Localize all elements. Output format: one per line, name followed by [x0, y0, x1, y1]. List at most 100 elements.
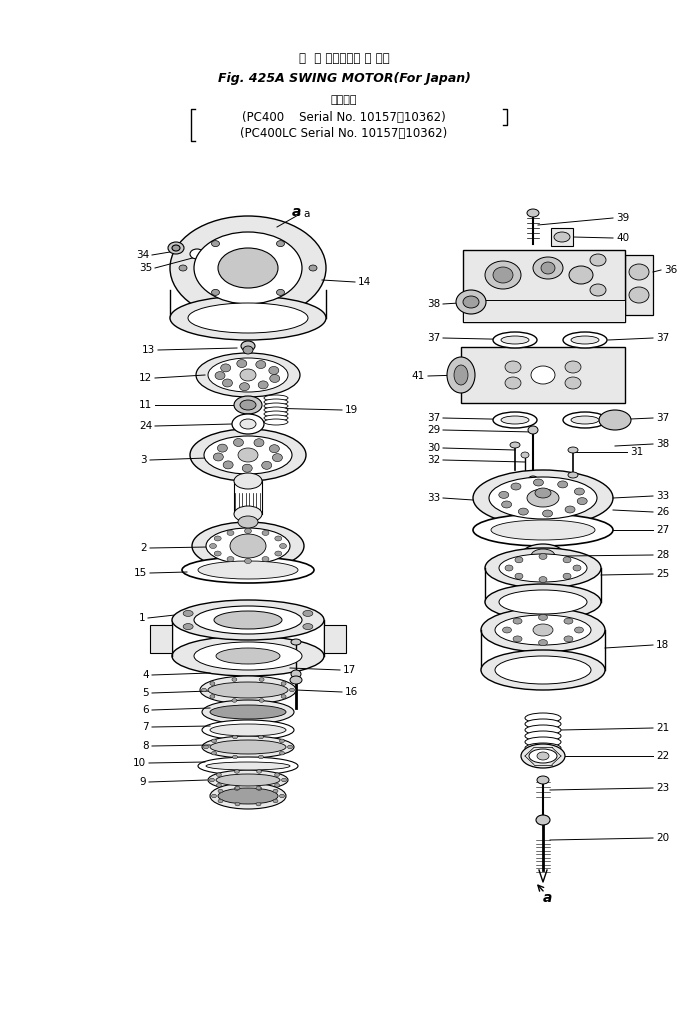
- Ellipse shape: [275, 551, 282, 556]
- Ellipse shape: [262, 556, 269, 561]
- Ellipse shape: [210, 783, 286, 809]
- Bar: [324, 625, 346, 653]
- Ellipse shape: [447, 357, 475, 393]
- Bar: [463, 300, 625, 322]
- Ellipse shape: [198, 561, 298, 579]
- Ellipse shape: [264, 411, 288, 417]
- Ellipse shape: [527, 489, 559, 508]
- Ellipse shape: [563, 573, 571, 580]
- Ellipse shape: [240, 369, 256, 381]
- Ellipse shape: [264, 407, 288, 413]
- Text: 41: 41: [412, 371, 425, 381]
- Ellipse shape: [172, 245, 180, 251]
- Ellipse shape: [202, 736, 294, 758]
- Ellipse shape: [208, 770, 288, 790]
- Ellipse shape: [214, 611, 282, 629]
- Ellipse shape: [495, 615, 591, 645]
- Text: 9: 9: [139, 777, 146, 787]
- Ellipse shape: [564, 636, 573, 641]
- Ellipse shape: [227, 556, 234, 561]
- Text: 33: 33: [426, 493, 440, 503]
- Ellipse shape: [273, 799, 278, 803]
- Ellipse shape: [505, 377, 521, 389]
- Ellipse shape: [234, 438, 243, 447]
- Ellipse shape: [264, 395, 288, 401]
- Text: 3: 3: [141, 455, 147, 465]
- Ellipse shape: [264, 399, 288, 405]
- Ellipse shape: [212, 739, 216, 743]
- Ellipse shape: [495, 656, 591, 684]
- Ellipse shape: [212, 289, 220, 295]
- Ellipse shape: [521, 744, 565, 768]
- Ellipse shape: [215, 371, 225, 380]
- Ellipse shape: [256, 360, 266, 368]
- Ellipse shape: [564, 618, 573, 624]
- Text: 適用号掴: 適用号掴: [331, 95, 358, 105]
- Text: 14: 14: [358, 277, 371, 287]
- Text: 37: 37: [656, 333, 669, 343]
- Ellipse shape: [528, 426, 538, 434]
- Ellipse shape: [256, 786, 261, 790]
- Ellipse shape: [182, 557, 314, 583]
- Ellipse shape: [287, 745, 293, 749]
- Text: 6: 6: [143, 705, 149, 715]
- Ellipse shape: [194, 606, 302, 634]
- Ellipse shape: [563, 332, 607, 348]
- Ellipse shape: [569, 266, 593, 284]
- Text: 20: 20: [656, 833, 669, 843]
- Ellipse shape: [192, 522, 304, 570]
- Ellipse shape: [280, 751, 285, 755]
- Ellipse shape: [535, 488, 551, 498]
- Ellipse shape: [209, 779, 214, 782]
- Ellipse shape: [216, 774, 280, 786]
- Ellipse shape: [234, 473, 262, 489]
- Text: 25: 25: [656, 569, 669, 579]
- Ellipse shape: [571, 336, 599, 344]
- Ellipse shape: [232, 735, 238, 739]
- Ellipse shape: [629, 287, 649, 303]
- Ellipse shape: [210, 682, 215, 685]
- Ellipse shape: [309, 265, 317, 271]
- Ellipse shape: [218, 799, 223, 803]
- Ellipse shape: [303, 610, 313, 616]
- Ellipse shape: [577, 497, 587, 504]
- Ellipse shape: [202, 720, 294, 740]
- Text: 36: 36: [664, 265, 677, 275]
- Ellipse shape: [203, 745, 209, 749]
- Ellipse shape: [481, 608, 605, 652]
- Text: (PC400    Serial No. 10157～10362): (PC400 Serial No. 10157～10362): [242, 111, 446, 124]
- Ellipse shape: [491, 520, 595, 540]
- Ellipse shape: [525, 737, 561, 747]
- Ellipse shape: [232, 678, 237, 681]
- Ellipse shape: [539, 577, 547, 583]
- Ellipse shape: [291, 670, 301, 678]
- Ellipse shape: [518, 509, 528, 515]
- Ellipse shape: [282, 779, 287, 782]
- Ellipse shape: [525, 731, 561, 741]
- Text: 32: 32: [426, 455, 440, 465]
- Text: a: a: [542, 891, 552, 905]
- Ellipse shape: [537, 776, 549, 784]
- Ellipse shape: [533, 624, 553, 636]
- Bar: [625, 255, 653, 315]
- Ellipse shape: [554, 232, 570, 242]
- Ellipse shape: [216, 784, 221, 787]
- Ellipse shape: [183, 610, 193, 616]
- Ellipse shape: [232, 414, 264, 434]
- Ellipse shape: [179, 265, 187, 271]
- Ellipse shape: [565, 361, 581, 373]
- Ellipse shape: [190, 249, 204, 259]
- Text: 26: 26: [656, 508, 669, 517]
- Ellipse shape: [280, 543, 287, 548]
- Text: 17: 17: [343, 665, 356, 675]
- Ellipse shape: [537, 752, 549, 760]
- Text: 4: 4: [143, 670, 149, 680]
- Ellipse shape: [525, 725, 561, 735]
- Text: 12: 12: [138, 373, 152, 383]
- Text: 40: 40: [616, 233, 629, 243]
- Ellipse shape: [256, 802, 261, 806]
- Ellipse shape: [539, 639, 548, 646]
- Ellipse shape: [568, 447, 578, 453]
- Text: 1: 1: [138, 613, 145, 623]
- Ellipse shape: [240, 383, 249, 391]
